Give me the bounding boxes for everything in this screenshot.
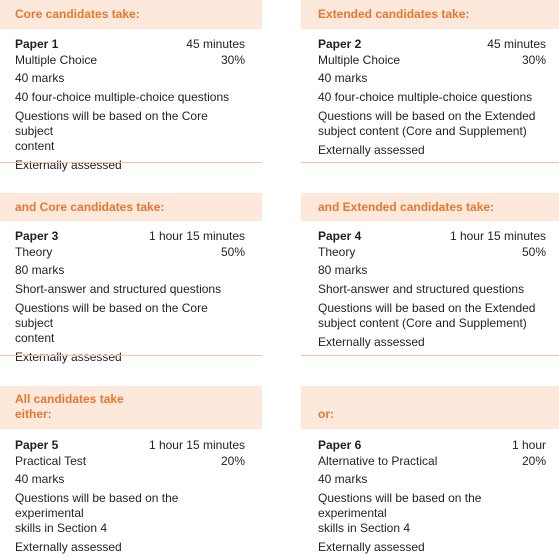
divider [301, 355, 559, 356]
paper-detail: Questions will be based on the Extended [318, 301, 536, 315]
paper-detail: Externally assessed [318, 143, 425, 157]
paper-marks: 40 marks [318, 472, 368, 486]
paper-title: Paper 2 [318, 37, 362, 51]
divider [0, 355, 262, 356]
paper-detail: Questions will be based on the Core subj… [15, 109, 208, 138]
extended-paper4-card: and Extended candidates take: Paper 4 1 h… [301, 193, 559, 356]
paper-type: Theory [318, 245, 356, 259]
paper-marks: 80 marks [318, 263, 368, 277]
paper-title: Paper 5 [15, 438, 59, 452]
paper-detail: Externally assessed [318, 540, 425, 554]
paper-type: Alternative to Practical [318, 454, 438, 468]
paper-weight: 30% [220, 53, 245, 67]
paper-duration: 45 minutes [487, 37, 546, 51]
paper-detail: subject content (Core and Supplement) [318, 124, 527, 138]
paper-detail: Externally assessed [318, 335, 425, 349]
paper-weight: 20% [220, 454, 245, 468]
paper-detail: 40 four-choice multiple-choice questions [15, 90, 230, 104]
paper-detail: content [15, 139, 55, 153]
paper-type: Theory [15, 245, 53, 259]
paper5-card: All candidates take either: Paper 5 1 hou… [0, 386, 262, 555]
extended-paper2-card: Extended candidates take: Paper 2 45 minu… [301, 0, 559, 163]
paper-duration: 1 hour [511, 438, 546, 452]
paper-type: Multiple Choice [318, 53, 401, 67]
paper-detail: Questions will be based on the experimen… [15, 491, 179, 520]
paper-duration: 1 hour 15 minutes [449, 229, 546, 243]
paper-detail: Short-answer and structured questions [15, 282, 222, 296]
paper-detail: Questions will be based on the experimen… [318, 491, 482, 520]
paper-detail: Externally assessed [15, 540, 122, 554]
paper-title: Paper 4 [318, 229, 362, 243]
paper-marks: 40 marks [318, 71, 368, 85]
paper-type: Multiple Choice [15, 53, 98, 67]
paper-weight: 20% [521, 454, 546, 468]
paper-weight: 50% [220, 245, 245, 259]
divider [301, 162, 559, 163]
section-header: or: [301, 386, 559, 429]
paper-detail: content [15, 331, 55, 345]
paper-type: Practical Test [15, 454, 87, 468]
paper6-card: or: Paper 6 1 hour Alternative to Practic… [301, 386, 559, 555]
paper-detail: skills in Section 4 [15, 521, 108, 535]
paper-duration: 45 minutes [186, 37, 245, 51]
paper-weight: 30% [521, 53, 546, 67]
section-header: Core candidates take: [0, 0, 262, 29]
divider [0, 162, 262, 163]
section-header: Extended candidates take: [301, 0, 559, 29]
paper-duration: 1 hour 15 minutes [148, 229, 245, 243]
section-header: and Extended candidates take: [301, 193, 559, 221]
paper-detail: skills in Section 4 [318, 521, 411, 535]
section-header-line: All candidates take [15, 392, 124, 406]
paper-marks: 40 marks [15, 71, 65, 85]
paper-detail: 40 four-choice multiple-choice questions [318, 90, 533, 104]
paper-duration: 1 hour 15 minutes [148, 438, 245, 452]
paper-marks: 80 marks [15, 263, 65, 277]
paper-detail: Externally assessed [15, 350, 122, 364]
section-header: and Core candidates take: [0, 193, 262, 221]
section-header: All candidates take either: [0, 386, 262, 429]
paper-title: Paper 6 [318, 438, 362, 452]
paper-detail: Questions will be based on the Extended [318, 109, 536, 123]
paper-detail: Questions will be based on the Core subj… [15, 301, 208, 330]
section-header-line: either: [15, 407, 52, 421]
core-paper1-card: Core candidates take: Paper 1 45 minutes … [0, 0, 262, 173]
paper-detail: Externally assessed [15, 158, 122, 172]
paper-title: Paper 3 [15, 229, 59, 243]
paper-marks: 40 marks [15, 472, 65, 486]
paper-weight: 50% [521, 245, 546, 259]
paper-detail: Short-answer and structured questions [318, 282, 525, 296]
core-paper3-card: and Core candidates take: Paper 3 1 hour … [0, 193, 262, 365]
paper-detail: subject content (Core and Supplement) [318, 316, 527, 330]
paper-title: Paper 1 [15, 37, 59, 51]
